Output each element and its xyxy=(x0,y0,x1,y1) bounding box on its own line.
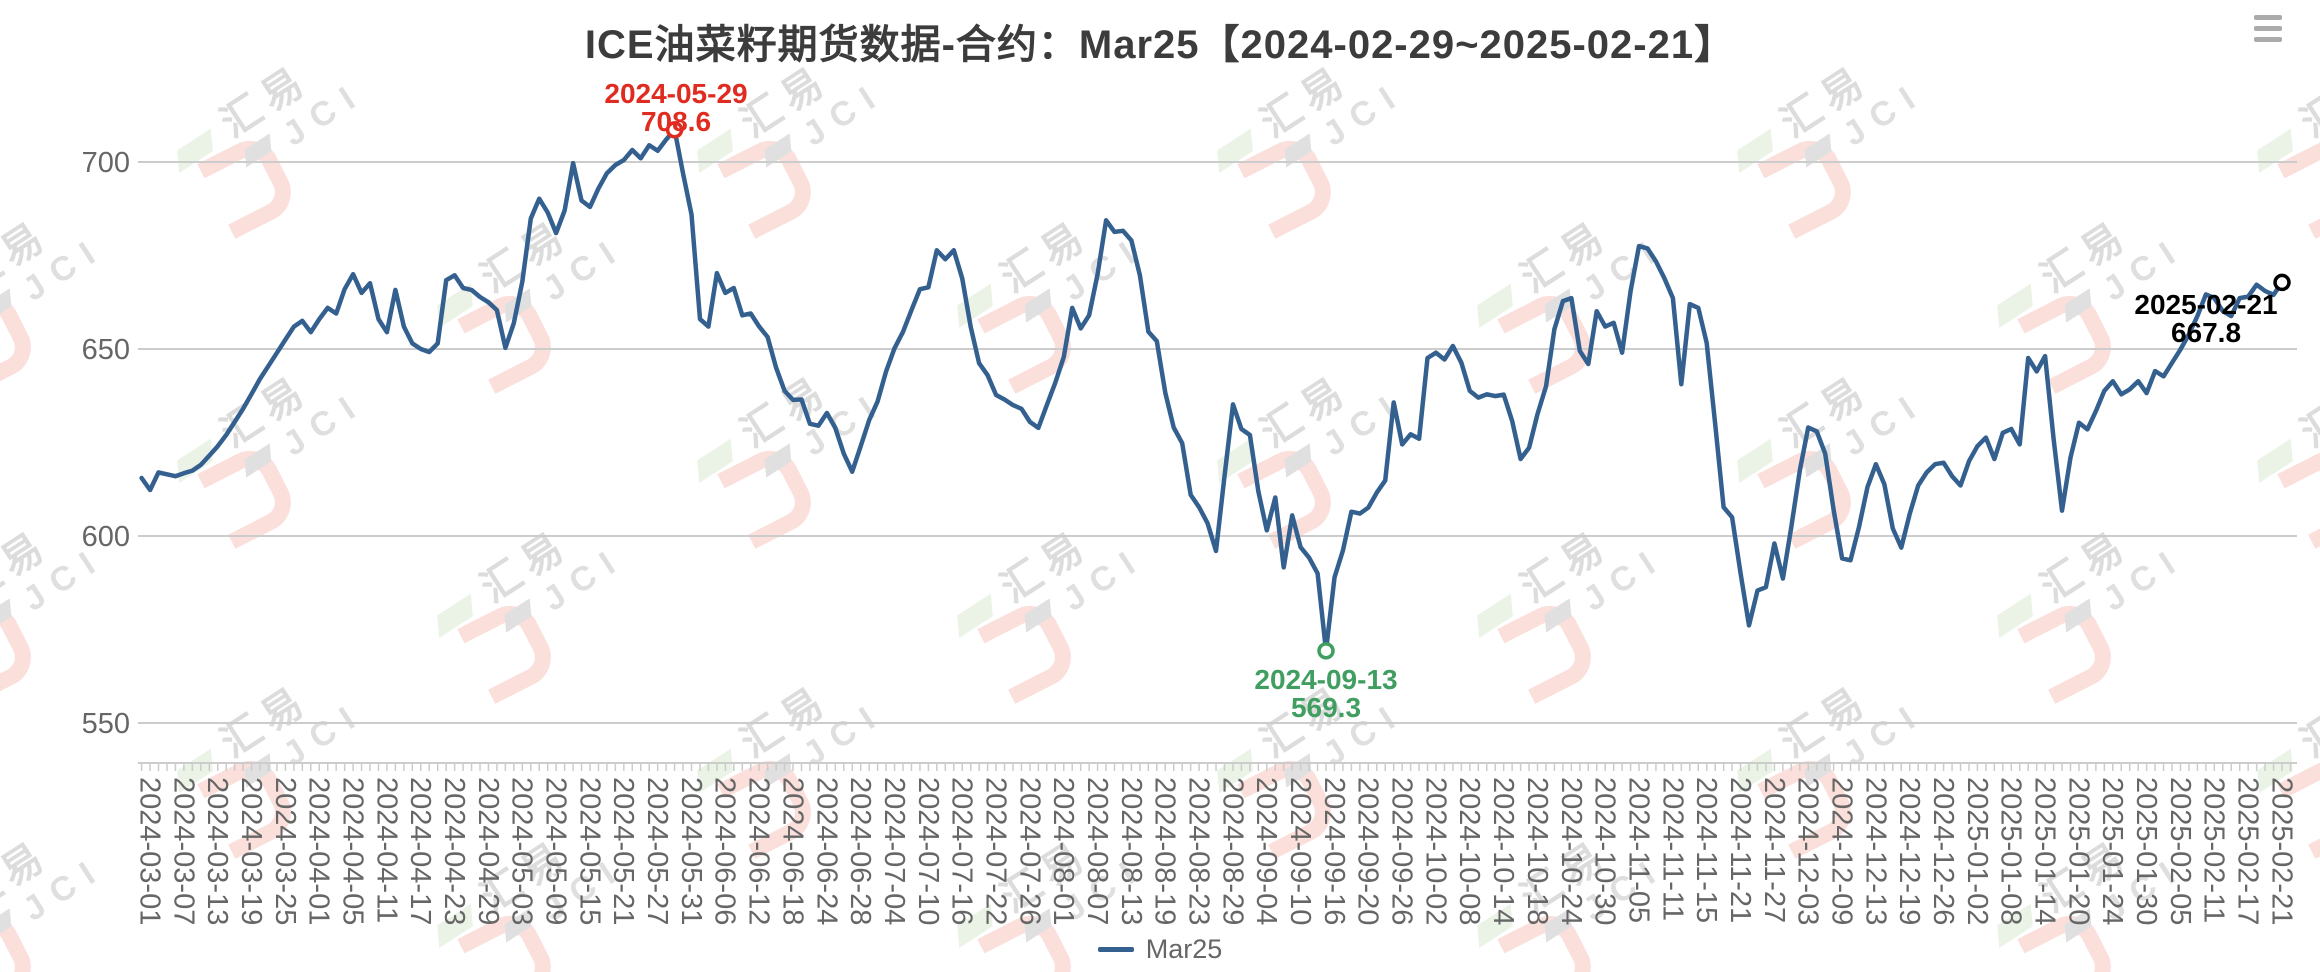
x-axis-label: 2024-06-12 xyxy=(743,777,775,925)
x-axis-label: 2024-07-16 xyxy=(946,777,978,925)
x-axis-label: 2024-06-06 xyxy=(709,777,741,925)
x-axis-label: 2024-08-29 xyxy=(1216,777,1248,925)
x-axis-label: 2024-06-24 xyxy=(810,777,842,925)
x-axis-label: 2024-09-26 xyxy=(1386,777,1418,925)
x-axis-label: 2024-12-26 xyxy=(1927,777,1959,925)
x-axis-label: 2024-10-18 xyxy=(1521,777,1553,925)
x-axis-label: 2024-03-01 xyxy=(134,777,166,925)
x-axis-label: 2024-03-13 xyxy=(201,777,233,925)
x-axis-label: 2024-11-15 xyxy=(1690,777,1722,923)
x-axis-label: 2025-01-24 xyxy=(2096,777,2128,925)
y-axis-label: 600 xyxy=(82,521,130,553)
x-axis-label: 2024-11-11 xyxy=(1656,777,1688,921)
x-axis-label: 2024-09-16 xyxy=(1318,777,1350,925)
x-axis-label: 2024-04-23 xyxy=(438,777,470,925)
legend[interactable]: Mar25 xyxy=(0,934,2320,965)
x-axis-label: 2025-01-02 xyxy=(1961,777,1993,925)
x-axis-label: 2024-07-04 xyxy=(878,777,910,925)
x-axis-label: 2025-01-30 xyxy=(2130,777,2162,925)
x-axis-label: 2024-08-07 xyxy=(1081,777,1113,925)
x-axis-label: 2024-04-05 xyxy=(337,777,369,925)
marker-min-point xyxy=(1317,642,1335,660)
x-axis-label: 2024-06-28 xyxy=(844,777,876,925)
x-axis-label: 2024-08-19 xyxy=(1149,777,1181,925)
annotation-min: 2024-09-13 569.3 xyxy=(1196,666,1456,722)
x-axis-label: 2024-12-19 xyxy=(1893,777,1925,925)
x-axis-label: 2024-08-23 xyxy=(1183,777,1215,925)
x-axis-label: 2024-08-13 xyxy=(1115,777,1147,925)
x-axis-label: 2024-08-01 xyxy=(1047,777,1079,925)
x-axis-label: 2024-12-03 xyxy=(1792,777,1824,925)
marker-max-point xyxy=(665,121,684,139)
x-axis-label: 2024-10-02 xyxy=(1419,777,1451,925)
x-axis-label: 2024-07-10 xyxy=(912,777,944,925)
y-axis-label: 650 xyxy=(82,334,130,366)
x-axis-label: 2024-11-05 xyxy=(1622,777,1654,923)
x-axis-label: 2024-10-30 xyxy=(1589,777,1621,925)
x-axis-label: 2024-07-26 xyxy=(1013,777,1045,925)
x-axis-label: 2024-03-25 xyxy=(269,777,301,925)
x-axis-label: 2024-09-10 xyxy=(1284,777,1316,925)
hamburger-icon xyxy=(2254,15,2284,42)
x-axis-label: 2024-12-13 xyxy=(1859,777,1891,925)
x-axis-label: 2024-11-21 xyxy=(1724,777,1756,923)
x-axis-label: 2024-09-20 xyxy=(1352,777,1384,925)
annotation-min-date: 2024-09-13 xyxy=(1254,664,1398,695)
x-axis-label: 2024-04-17 xyxy=(404,777,436,925)
y-axis-label: 700 xyxy=(82,147,130,179)
x-axis-label: 2024-04-11 xyxy=(370,777,402,923)
marker-last-point xyxy=(2273,273,2291,292)
x-axis-label: 2024-05-09 xyxy=(540,777,572,925)
x-axis-label: 2024-05-03 xyxy=(506,777,538,925)
menu-button[interactable] xyxy=(2254,15,2284,45)
y-axis-label: 550 xyxy=(82,708,130,740)
x-axis-label: 2024-05-27 xyxy=(641,777,673,925)
annotation-max-date: 2024-05-29 xyxy=(604,78,748,109)
x-axis-label: 2025-02-11 xyxy=(2198,777,2230,923)
x-axis-label: 2025-02-05 xyxy=(2164,777,2196,925)
annotation-min-value: 569.3 xyxy=(1290,692,1362,723)
x-axis-label: 2024-05-21 xyxy=(607,777,639,925)
legend-line-icon xyxy=(1097,947,1134,952)
x-axis-label: 2024-09-04 xyxy=(1250,777,1282,925)
annotation-last-value: 667.8 xyxy=(2170,317,2242,348)
annotation-last-date: 2025-02-21 xyxy=(2134,289,2278,320)
x-axis-label: 2024-04-29 xyxy=(472,777,504,925)
x-axis-label: 2024-03-07 xyxy=(167,777,199,925)
chart-title: ICE油菜籽期货数据-合约：Mar25【2024-02-29~2025-02-2… xyxy=(584,23,1736,67)
annotation-last: 2025-02-21 667.8 xyxy=(2076,291,2320,347)
x-axis-label: 2024-10-24 xyxy=(1555,777,1587,925)
x-axis-label: 2025-01-20 xyxy=(2062,777,2094,925)
legend-label: Mar25 xyxy=(1145,934,1223,964)
x-axis-label: 2025-02-17 xyxy=(2232,777,2264,925)
x-axis-label: 2024-07-22 xyxy=(980,777,1012,925)
x-axis-label: 2024-11-27 xyxy=(1758,777,1790,923)
x-axis-label: 2024-05-31 xyxy=(675,777,707,925)
x-axis-label: 2025-01-14 xyxy=(2029,777,2061,925)
x-axis-label: 2024-10-08 xyxy=(1453,777,1485,925)
x-axis-label: 2024-12-09 xyxy=(1826,777,1858,925)
x-axis-label: 2025-01-08 xyxy=(1995,777,2027,925)
x-axis-label: 2024-06-18 xyxy=(776,777,808,925)
x-axis-label: 2025-02-21 xyxy=(2265,777,2297,925)
series-line-mar25 xyxy=(139,127,2285,654)
x-axis-label: 2024-04-01 xyxy=(303,777,335,925)
x-axis-label: 2024-03-19 xyxy=(235,777,267,925)
x-axis-label: 2024-10-14 xyxy=(1487,777,1519,925)
annotation-max: 2024-05-29 708.6 xyxy=(546,80,806,136)
annotation-max-value: 708.6 xyxy=(640,106,712,137)
x-axis-label: 2024-05-15 xyxy=(573,777,605,925)
